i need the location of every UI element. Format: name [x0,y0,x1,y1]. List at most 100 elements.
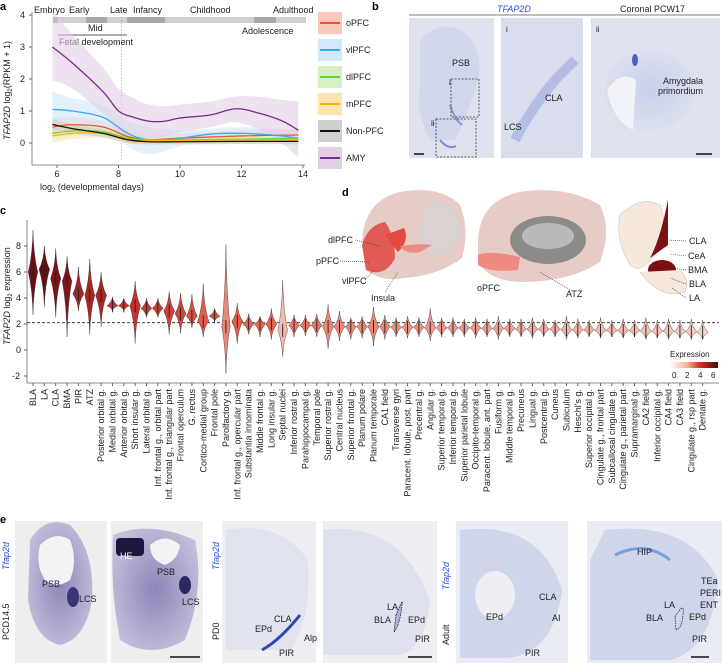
region-label: Angular g. [425,389,435,430]
region-label: Short insular g. [130,389,140,450]
legend-label-amy: AMY [346,153,366,163]
y-tick-label: 0 [16,345,21,355]
x-tick-label: 10 [175,169,185,179]
y-tick-label: 4 [20,10,25,20]
label-bla: BLA [374,615,391,625]
leader-line [364,269,375,281]
region-label: Supramarginal g. [630,389,640,458]
label-ppfc: pPFC [316,256,340,266]
region-label: G. rectus [187,389,197,426]
region-label: CA3 field [675,389,685,426]
region-label: Anterior orbital g. [119,389,129,458]
label-tea: TEa [701,576,718,586]
violin-22 [277,279,288,357]
region-label: Frontal operculum [176,389,186,462]
expression-colorbar [670,362,718,368]
region-label: Subiculum [561,389,571,431]
y-tick-label: 0 [20,138,25,148]
legend-label-dlpfc: dlPFC [346,72,372,82]
legend-label-vlpfc: vlPFC [346,45,371,55]
line-non-pfc [52,123,299,143]
label-bla: BLA [689,279,706,289]
panel-b-gene-title: TFAP2D [497,4,531,14]
region-labels: BLA LA CLA BMA PIR ATZ Posterior orbital g. Med… [28,383,708,500]
legend-tick: 2 [685,371,690,380]
label-bma: BMA [688,265,708,275]
leader-line [354,239,381,247]
region-label: Lingual g. [527,389,537,428]
panel-label-e: e [0,514,6,526]
y-tick-label: 6 [16,267,21,277]
label-pir: PIR [415,634,431,644]
region-label: CA2 field [641,389,651,426]
y-tick-label: 2 [16,319,21,329]
stage-segment [58,17,86,23]
label-epd: EPd [486,612,503,622]
region-label: Superior frontal g. [346,389,356,461]
region-label: Superior occipital g. [584,389,594,468]
y-tick-label: 2 [20,74,25,84]
gene-label-tfap2d: Tfap2d [441,561,451,590]
region-label: Superior rostral g. [323,389,333,461]
region-label: CLA [51,389,61,407]
stage-segment [254,17,276,23]
region-label: Parahippocampal g. [300,389,310,469]
label-pir: PIR [692,634,708,644]
leader-line [669,277,687,285]
region-label: Superior parietal lobule [459,389,469,482]
leader-line [337,260,371,263]
legend-tick: 0 [672,371,677,380]
region-label: Cortico-medial group [198,389,208,473]
stage-label: Adulthood [273,5,314,15]
legend-label-non-pfc: Non-PFC [346,126,384,136]
stage-label: Mid [88,23,103,33]
stage-label: Early [69,5,90,15]
lateral-brain-illustration [362,190,466,279]
label-lcs: LCS [79,594,97,604]
label-cla: CLA [689,236,707,246]
age-label-pcd14-5: PCD14.5 [1,603,11,640]
trend-lines [51,46,299,143]
label-hip: HIP [637,547,652,557]
y-tick-label: 8 [16,241,21,251]
region-label: Inf. frontal g., triangular part [164,389,174,500]
region-label: Long insular g. [266,389,276,448]
stage-segment [165,17,254,23]
leader-line [671,267,687,271]
region-label: Substantia innominata [244,389,254,478]
legend-label-mpfc: mPFC [346,99,372,109]
label-alp: Alp [304,633,317,643]
region-label: Inferior rostral g. [289,389,299,455]
region-label: Cingulate g., frontal part [596,389,606,486]
y-tick-label: -2 [12,371,20,381]
label-epd: EPd [689,612,706,622]
region-label: LA [39,389,49,400]
gene-label-tfap2d: Tfap2d [1,541,11,570]
band-non-pfc [52,119,299,145]
region-label: Superior temporal g. [437,389,447,471]
label-bla: BLA [646,613,663,623]
label-dlpfc: dlPFC [328,235,354,245]
panel-label-b: b [372,1,379,13]
panel-b-section-title: Coronal PCW17 [620,4,685,14]
label-insula: Insula [371,293,395,303]
x-tick-label: 14 [298,169,308,179]
region-label: Lateral orbital g. [142,389,152,454]
region-label: Cingulate g., parietal part [618,389,628,490]
y-tick-label: 1 [20,106,25,116]
panel-label-a: a [0,1,7,13]
violin-3 [62,256,73,338]
ish-image-pcd14-5-b [111,521,203,663]
region-label: Planum temporale [369,389,379,462]
panel-a-xlabel: log2 (developmental days) [40,182,144,194]
y-tick-label: 4 [16,293,21,303]
region-label: Cuneus [550,389,560,421]
label-cla: CLA [539,592,557,602]
region-label: Precuneus [516,389,526,433]
region-label: Paracent. lobule, ant. part [482,389,492,493]
region-label: Inferior occipital g. [652,389,662,462]
stage-segment [276,17,306,23]
